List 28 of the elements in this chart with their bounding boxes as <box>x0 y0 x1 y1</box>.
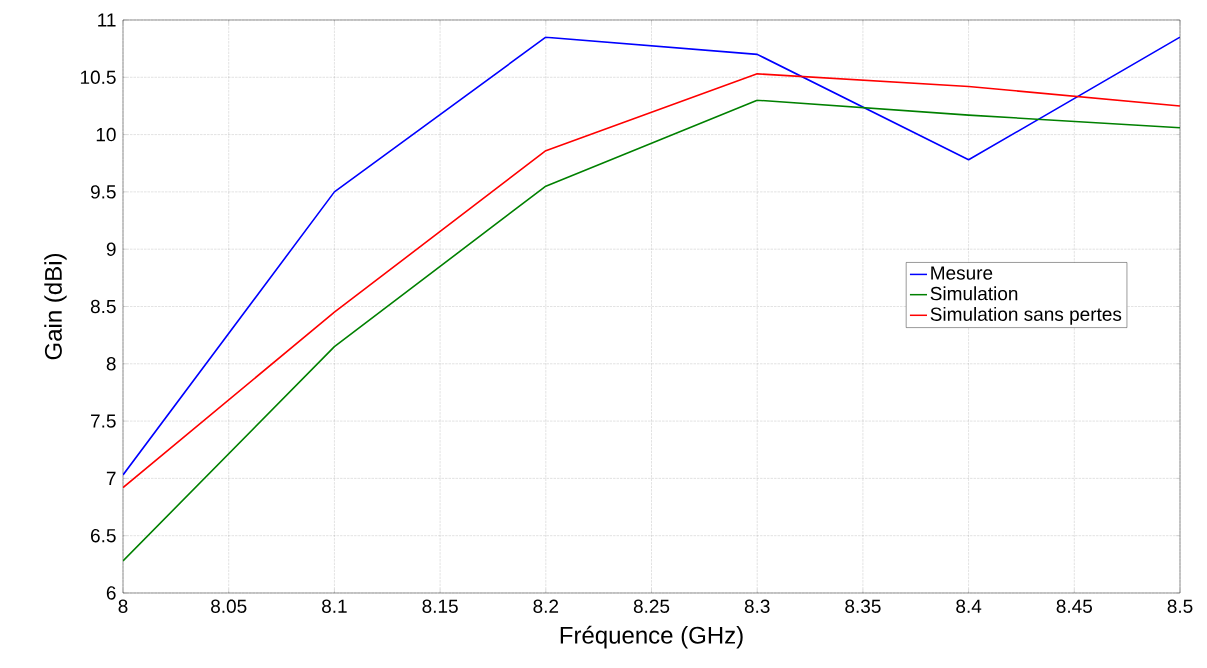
y-tick-label: 10 <box>96 127 116 142</box>
line-series <box>123 99 1180 562</box>
legend-label: Simulation <box>930 286 1018 301</box>
x-tick-label: 8.05 <box>211 599 247 613</box>
y-tick-label: 10.5 <box>80 70 116 85</box>
x-tick-label: 8.1 <box>322 599 347 613</box>
y-axis-title: Gain (dBi) <box>44 253 67 360</box>
y-tick-label: 8 <box>106 357 116 371</box>
y-tick-label: 8.5 <box>90 299 116 314</box>
x-tick-label: 8.4 <box>956 599 982 613</box>
x-axis-title: Fréquence (GHz) <box>560 625 743 649</box>
y-tick-label: 9 <box>106 242 116 256</box>
y-tick-label: 9.5 <box>90 185 116 199</box>
x-tick-label: 8.25 <box>633 599 670 613</box>
y-tick-label: 7.5 <box>91 414 116 428</box>
y-tick-label: 6.5 <box>91 528 116 543</box>
x-tick-label: 8.35 <box>845 599 881 613</box>
x-tick-label: 8.3 <box>744 599 770 613</box>
x-tick-label: 8.5 <box>1167 599 1193 613</box>
x-tick-label: 8.45 <box>1056 599 1092 613</box>
legend-label: Simulation sans pertes <box>930 306 1122 325</box>
y-tick-label: 11 <box>98 13 116 27</box>
x-tick-label: 8 <box>118 599 128 613</box>
y-tick-label: 6 <box>106 586 116 600</box>
x-tick-label: 8.2 <box>533 599 559 613</box>
x-tick-label: 8.15 <box>422 599 458 613</box>
legend-label: Mesure <box>931 266 993 280</box>
y-tick-label: 7 <box>106 471 116 485</box>
